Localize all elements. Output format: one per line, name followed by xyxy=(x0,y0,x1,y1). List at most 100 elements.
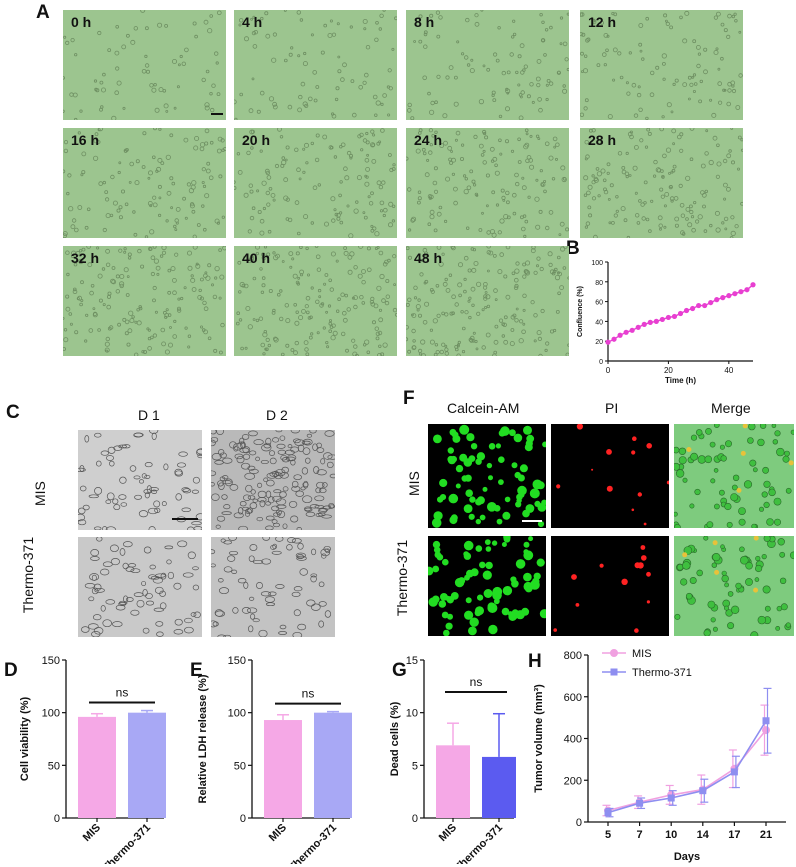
panel-letter-c: C xyxy=(6,402,20,423)
panel-letter-d: D xyxy=(4,660,18,681)
legend-marker xyxy=(610,668,618,676)
y-tick-label: 0 xyxy=(240,813,246,825)
data-point xyxy=(623,329,629,335)
bar xyxy=(314,712,352,818)
y-tick-label: 0 xyxy=(412,813,418,825)
time-label: 12 h xyxy=(588,14,617,30)
data-point xyxy=(677,310,684,317)
panel-b-confluence-chart: 0 20 40 60 80 100 0 20 40 Time (h) Confluence (%) xyxy=(577,260,756,385)
timelapse-image: 32 h xyxy=(63,246,226,356)
panel-letter-h: H xyxy=(528,651,542,672)
data-point xyxy=(611,336,617,342)
scale-bar xyxy=(211,113,223,115)
y-tick-label: 0 xyxy=(54,813,60,825)
time-label: 24 h xyxy=(414,132,443,148)
brightfield-image xyxy=(78,430,202,530)
data-point xyxy=(659,316,665,323)
timelapse-image: 12 h xyxy=(580,10,743,120)
pi-image xyxy=(551,536,669,636)
y-tick-label: 5 xyxy=(412,760,418,772)
y-tick-label: 150 xyxy=(228,655,246,667)
time-label: 20 h xyxy=(242,132,271,148)
data-point xyxy=(750,282,756,288)
data-point xyxy=(653,318,659,324)
time-label: 48 h xyxy=(414,250,443,266)
y-tick-label: 0 xyxy=(576,817,582,829)
y-tick-label: 15 xyxy=(406,655,418,667)
panel-d-cell-viability-chart: 0 50 100 150 Cell viability (%) MISThermo-371… xyxy=(19,655,166,864)
y-axis-label: Cell viability (%) xyxy=(19,696,31,781)
time-label: 8 h xyxy=(414,14,435,30)
timelapse-image: 8 h xyxy=(406,10,569,120)
x-tick-label: 14 xyxy=(697,829,710,841)
panel-c-col-label: D 1 xyxy=(138,407,160,423)
data-point xyxy=(604,809,612,817)
timelapse-image: 48 h xyxy=(406,246,569,356)
bar xyxy=(128,712,166,818)
brightfield-image xyxy=(211,430,335,530)
merge-image xyxy=(674,424,794,528)
panel-f-col-label: PI xyxy=(605,400,619,416)
y-axis-label: Dead cells (%) xyxy=(389,701,401,776)
panel-c-col-label: D 2 xyxy=(266,407,288,423)
calcein-image xyxy=(428,424,546,528)
data-point xyxy=(720,295,726,301)
pi-image xyxy=(551,424,669,528)
scale-bar xyxy=(522,520,542,522)
timelapse-image: 4 h xyxy=(234,10,397,120)
bar xyxy=(482,756,516,818)
data-point xyxy=(636,799,644,807)
y-tick-label: 60 xyxy=(595,300,603,307)
y-tick-label: 200 xyxy=(564,775,582,787)
x-tick-label: 5 xyxy=(605,829,611,841)
data-point xyxy=(683,307,690,314)
y-axis-label: Confluence (%) xyxy=(577,286,584,337)
legend-label: MIS xyxy=(632,648,652,660)
data-point xyxy=(629,327,635,333)
panel-letter-a: A xyxy=(36,2,50,23)
timelapse-image: 20 h xyxy=(234,128,397,238)
legend-marker xyxy=(610,649,618,657)
data-point xyxy=(762,717,770,725)
y-tick-label: 50 xyxy=(234,760,246,772)
x-axis-label: Days xyxy=(674,851,700,863)
data-point xyxy=(641,321,647,327)
y-axis-label: Tumor volume (mm³) xyxy=(533,684,545,793)
bar xyxy=(78,716,116,818)
y-tick-label: 100 xyxy=(42,708,60,720)
data-point xyxy=(730,768,738,776)
panel-f-row-label: Thermo-371 xyxy=(394,539,410,617)
y-tick-label: 20 xyxy=(595,339,603,346)
x-tick-label: Thermo-371 xyxy=(453,822,506,864)
data-point xyxy=(762,726,770,735)
data-point xyxy=(699,787,707,795)
x-tick-label: 21 xyxy=(760,829,772,841)
panel-h-tumor-volume-chart: 0 200 400 600 800 Tumor volume (mm³) 5 7 10 14 17 2… xyxy=(533,648,786,863)
data-point xyxy=(667,794,675,802)
y-tick-label: 600 xyxy=(564,692,582,704)
y-tick-label: 100 xyxy=(591,260,603,267)
time-label: 40 h xyxy=(242,250,271,266)
time-label: 28 h xyxy=(588,132,617,148)
x-tick-label: 10 xyxy=(665,829,677,841)
data-point xyxy=(714,297,720,303)
data-point xyxy=(732,291,738,297)
scale-bar xyxy=(172,518,198,520)
significance-label: ns xyxy=(116,686,129,700)
panel-f-col-label: Calcein-AM xyxy=(447,400,520,416)
data-point xyxy=(744,287,750,293)
y-tick-label: 80 xyxy=(595,280,603,287)
panel-f-col-label: Merge xyxy=(711,400,751,416)
timelapse-image: 0 h xyxy=(63,10,226,120)
timelapse-image: 16 h xyxy=(63,128,226,238)
time-label: 0 h xyxy=(71,14,92,30)
x-tick-label: MIS xyxy=(81,822,103,844)
x-tick-label: 20 xyxy=(664,366,673,375)
y-tick-label: 800 xyxy=(564,650,582,662)
calcein-image xyxy=(428,536,546,636)
x-tick-label: MIS xyxy=(267,822,289,844)
panel-letter-g: G xyxy=(392,660,407,681)
merge-image xyxy=(674,536,794,636)
data-point xyxy=(635,324,641,330)
y-tick-label: 10 xyxy=(406,708,418,720)
